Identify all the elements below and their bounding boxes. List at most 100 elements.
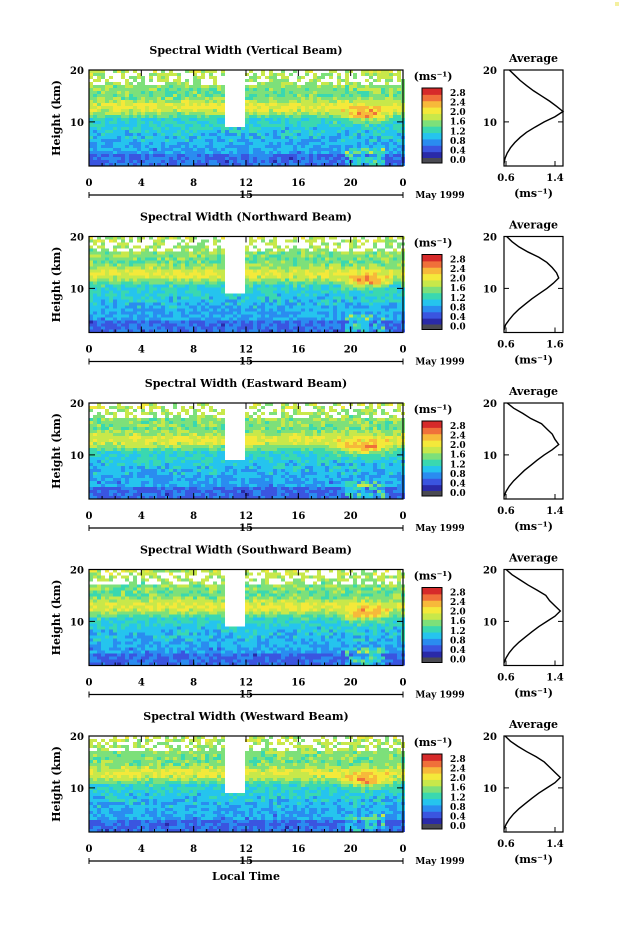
heatmap-cell [129, 248, 133, 252]
heatmap-cell [357, 239, 361, 243]
heatmap-cell [109, 94, 113, 97]
heatmap-cell [365, 317, 369, 321]
heatmap-cell [145, 305, 149, 309]
heatmap-cell [265, 299, 269, 303]
heatmap-cell [337, 157, 341, 160]
heatmap-cell [313, 254, 317, 258]
heatmap-cell [97, 139, 101, 142]
heatmap-cell [93, 472, 97, 475]
heatmap-cell [109, 493, 113, 496]
heatmap-cell [101, 299, 105, 303]
heatmap-cell [145, 320, 149, 324]
heatmap-cell [281, 154, 285, 157]
heatmap-cell [301, 311, 305, 315]
heatmap-cell [213, 139, 217, 142]
heatmap-cell [333, 154, 337, 157]
heatmap-cell [273, 275, 277, 279]
heatmap-cell [333, 103, 337, 106]
heatmap-cell [317, 305, 321, 309]
heatmap-cell [153, 293, 157, 297]
heatmap-cell [209, 94, 213, 97]
heatmap-cell [93, 451, 97, 454]
heatmap-cell [341, 257, 345, 261]
heatmap-cell [309, 320, 313, 324]
heatmap-cell [97, 136, 101, 139]
heatmap-cell [281, 88, 285, 91]
heatmap-cell [125, 142, 129, 145]
heatmap-cell [241, 142, 245, 145]
heatmap-cell [293, 299, 297, 303]
heatmap-cell [205, 70, 209, 73]
heatmap-cell [269, 260, 273, 264]
heatmap-cell [193, 106, 197, 109]
heatmap-cell [245, 305, 249, 309]
heatmap-cell [373, 293, 377, 297]
heatmap-cell [321, 239, 325, 243]
heatmap-cell [321, 151, 325, 154]
heatmap-cell [253, 329, 257, 333]
heatmap-cell [345, 251, 349, 255]
heatmap-cell [337, 329, 341, 333]
heatmap-cell [389, 73, 393, 76]
heatmap-cell [381, 154, 385, 157]
heatmap-cell [293, 284, 297, 288]
heatmap-cell [365, 160, 369, 163]
heatmap-cell [297, 311, 301, 315]
heatmap-cell [129, 278, 133, 282]
heatmap-cell [301, 287, 305, 291]
heatmap-cell [181, 281, 185, 285]
heatmap-cell [305, 109, 309, 112]
heatmap-cell [237, 142, 241, 145]
heatmap-cell [185, 88, 189, 91]
heatmap-cell [93, 284, 97, 288]
heatmap-cell [289, 275, 293, 279]
heatmap-cell [157, 154, 161, 157]
heatmap-cell [177, 254, 181, 258]
heatmap-cell [373, 115, 377, 118]
heatmap-cell [321, 269, 325, 273]
heatmap-cell [293, 329, 297, 333]
heatmap-cell [245, 100, 249, 103]
heatmap-cell [89, 254, 93, 258]
heatmap-cell [221, 118, 225, 121]
heatmap-cell [185, 308, 189, 312]
heatmap-cell [137, 100, 141, 103]
heatmap-cell [385, 320, 389, 324]
heatmap-cell [145, 124, 149, 127]
heatmap-cell [233, 127, 237, 130]
heatmap-cell [97, 85, 101, 88]
heatmap-cell [317, 103, 321, 106]
heatmap-cell [281, 329, 285, 333]
heatmap-cell [329, 106, 333, 109]
heatmap-cell [161, 281, 165, 285]
heatmap-cell [121, 299, 125, 303]
heatmap-cell [301, 163, 305, 166]
heatmap-cell [325, 263, 329, 267]
heatmap-cell [301, 323, 305, 327]
heatmap-cell [269, 139, 273, 142]
heatmap-cell [213, 160, 217, 163]
heatmap-cell [297, 272, 301, 276]
heatmap-cell [325, 305, 329, 309]
heatmap-cell [153, 106, 157, 109]
heatmap-cell [125, 112, 129, 115]
heatmap-cell [297, 124, 301, 127]
heatmap-cell [209, 85, 213, 88]
heatmap-cell [153, 296, 157, 300]
heatmap-cell [345, 142, 349, 145]
heatmap-cell [361, 242, 365, 246]
heatmap-cell [117, 406, 121, 409]
heatmap-cell [101, 284, 105, 288]
heatmap-cell [329, 320, 333, 324]
heatmap-cell [193, 139, 197, 142]
heatmap-cell [261, 302, 265, 306]
heatmap-cell [93, 79, 97, 82]
heatmap-cell [385, 302, 389, 306]
heatmap-cell [353, 287, 357, 291]
heatmap-cell [345, 278, 349, 282]
heatmap-cell [229, 145, 233, 148]
heatmap-cell [145, 296, 149, 300]
heatmap-cell [285, 263, 289, 267]
heatmap-cell [141, 326, 145, 330]
heatmap-cell [221, 94, 225, 97]
